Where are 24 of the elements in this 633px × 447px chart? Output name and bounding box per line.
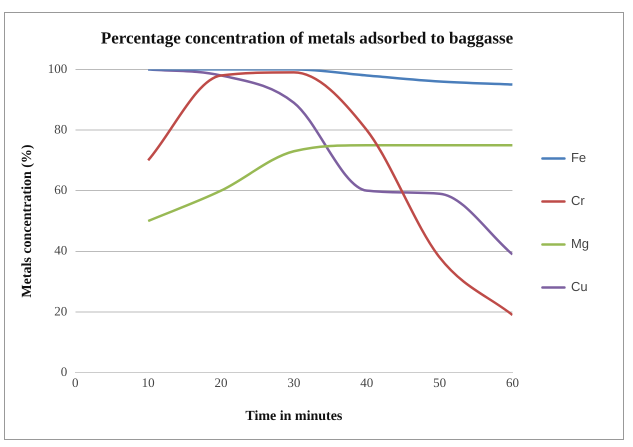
x-tick-label: 20	[214, 374, 228, 390]
line-series	[146, 144, 512, 222]
y-tick-label: 20	[54, 303, 68, 318]
legend-label: Cr	[570, 193, 586, 208]
line-series	[146, 69, 512, 86]
x-tick-label: 50	[433, 374, 446, 390]
y-tick-label: 0	[60, 364, 68, 380]
legend-label: Mg	[570, 236, 590, 252]
x-axis-title: Time in minutes	[245, 409, 343, 424]
y-tick-label: 60	[54, 182, 68, 198]
y-axis-title: Metals concentration (%)	[20, 144, 36, 298]
x-tick-label: 10	[142, 374, 155, 390]
chart-title: Percentage concentration of metals adsorbed to baggasse	[100, 28, 514, 48]
x-tick-label: 0	[72, 374, 79, 390]
y-tick-label: 100	[48, 60, 68, 76]
y-tick-label: 40	[54, 242, 68, 258]
legend-label: Cu	[570, 279, 588, 294]
x-tick-label: 60	[506, 374, 519, 390]
x-tick-label: 40	[360, 374, 374, 390]
legend-label: Fe	[570, 150, 586, 166]
y-tick-label: 80	[54, 121, 68, 136]
line-series	[146, 71, 512, 316]
line-series	[146, 69, 512, 256]
x-tick-label: 30	[287, 374, 300, 390]
